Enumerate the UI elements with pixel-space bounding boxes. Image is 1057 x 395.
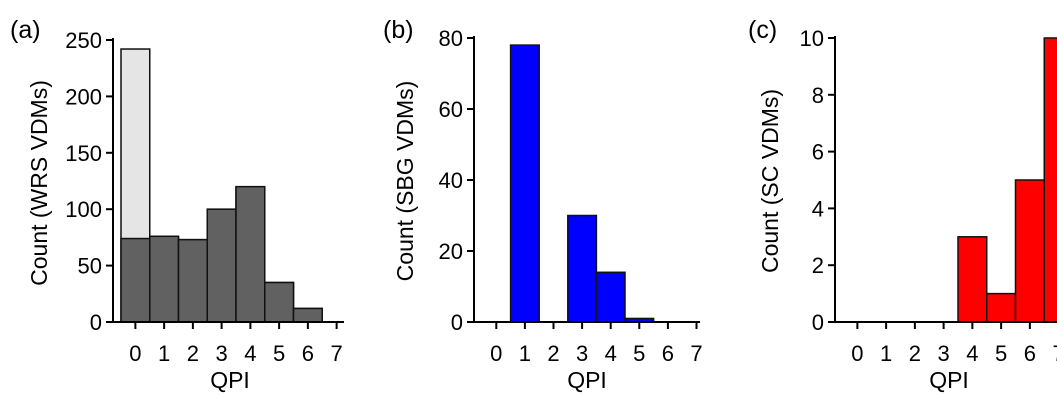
panel-c-xlabel: QPI (929, 367, 969, 393)
panel-c-ytick-label-10: 10 (800, 26, 824, 51)
panel-c-xtick-label-3: 3 (938, 341, 950, 366)
panel-b-xtick-label-5: 5 (633, 341, 645, 366)
panel-b-ytick-label-0: 0 (451, 310, 463, 335)
panel-a-bar-s1-qpi-5 (264, 281, 295, 323)
panel-a-ytick-label-250: 250 (65, 28, 102, 53)
panel-b-xtick-label-1: 1 (519, 341, 531, 366)
panel-c-bar-s0-qpi-5 (986, 292, 1017, 323)
panel-c-ytick-label-6: 6 (812, 140, 824, 165)
panel-a-xtick-label-0: 0 (129, 341, 141, 366)
panel-a-xtick-label-2: 2 (187, 341, 199, 366)
panel-c-ytick-label-8: 8 (812, 83, 824, 108)
panel-a-ytick-label-200: 200 (65, 84, 102, 109)
panel-c-ylabel: Count (SC VDMs) (757, 89, 783, 273)
panel-c-xtick-label-2: 2 (909, 341, 921, 366)
panel-b-xtick-label-2: 2 (547, 341, 559, 366)
panel-c-bar-s0-qpi-7 (1043, 37, 1057, 323)
panel-c-label: (c) (748, 16, 777, 44)
panel-a-bar-s1-qpi-2 (177, 238, 208, 323)
panel-a-ytick-label-0: 0 (90, 310, 102, 335)
panel-b-bar-s0-qpi-3 (567, 214, 598, 323)
panel-b-bar-s0-qpi-1 (509, 44, 540, 323)
panel-b-bar-s0-qpi-4 (595, 271, 626, 323)
panel-a-bars (120, 48, 323, 323)
panel-a-bar-s1-qpi-3 (206, 208, 237, 323)
panel-a-ytick-label-50: 50 (78, 254, 102, 279)
panel-b-ytick-label-80: 80 (439, 26, 463, 51)
panel-a-xlabel: QPI (210, 367, 250, 393)
panel-a-bar-s1-qpi-0 (120, 237, 151, 323)
panel-b-ytick-label-60: 60 (439, 97, 463, 122)
panel-b-bars (509, 44, 655, 323)
panel-c-xtick-label-0: 0 (851, 341, 863, 366)
panel-b-ylabel: Count (SBG VDMs) (392, 81, 418, 282)
panel-b-xlabel: QPI (567, 367, 607, 393)
panel-a-bar-s1-qpi-6 (292, 307, 323, 323)
panel-c-xtick-label-4: 4 (966, 341, 978, 366)
panel-a-label: (a) (10, 16, 41, 44)
panel-c-xtick-label-5: 5 (995, 341, 1007, 366)
panel-c-ytick-label-4: 4 (812, 196, 824, 221)
panel-c-bars (957, 37, 1057, 323)
panel-b-xtick-label-7: 7 (690, 341, 702, 366)
panel-c-ytick-label-2: 2 (812, 253, 824, 278)
panel-b-label: (b) (383, 16, 414, 44)
panel-c-ytick-label-0: 0 (812, 310, 824, 335)
panel-a-xtick-label-5: 5 (273, 341, 285, 366)
panel-b-xtick-label-6: 6 (662, 341, 674, 366)
panel-c-bar-s0-qpi-4 (957, 236, 988, 323)
panel-b-xtick-label-3: 3 (576, 341, 588, 366)
panel-c-xtick-label-1: 1 (880, 341, 892, 366)
panel-c-xtick-label-6: 6 (1024, 341, 1036, 366)
panel-a-ytick-label-100: 100 (65, 197, 102, 222)
panel-c: (c) 024681001234567 QPI Count (SC VDMs) (748, 16, 1057, 393)
panel-c-xtick-label-7: 7 (1053, 341, 1057, 366)
panel-b-ytick-label-20: 20 (439, 239, 463, 264)
panel-a-ylabel: Count (WRS VDMs) (26, 80, 52, 286)
panel-a-xtick-label-4: 4 (244, 341, 256, 366)
panel-b-xtick-label-4: 4 (605, 341, 617, 366)
panel-c-axes: 024681001234567 (800, 26, 1057, 366)
panel-a-xtick-label-7: 7 (331, 341, 343, 366)
panel-a-bar-s1-qpi-4 (235, 185, 266, 323)
panel-c-bar-s0-qpi-6 (1014, 179, 1045, 323)
panel-a-xtick-label-6: 6 (302, 341, 314, 366)
panel-a-xtick-label-3: 3 (216, 341, 228, 366)
panel-a-bar-s1-qpi-1 (149, 235, 180, 323)
panel-a-ytick-label-150: 150 (65, 141, 102, 166)
panel-a-xtick-label-1: 1 (158, 341, 170, 366)
panel-b-xtick-label-0: 0 (490, 341, 502, 366)
panel-b-ytick-label-40: 40 (439, 168, 463, 193)
